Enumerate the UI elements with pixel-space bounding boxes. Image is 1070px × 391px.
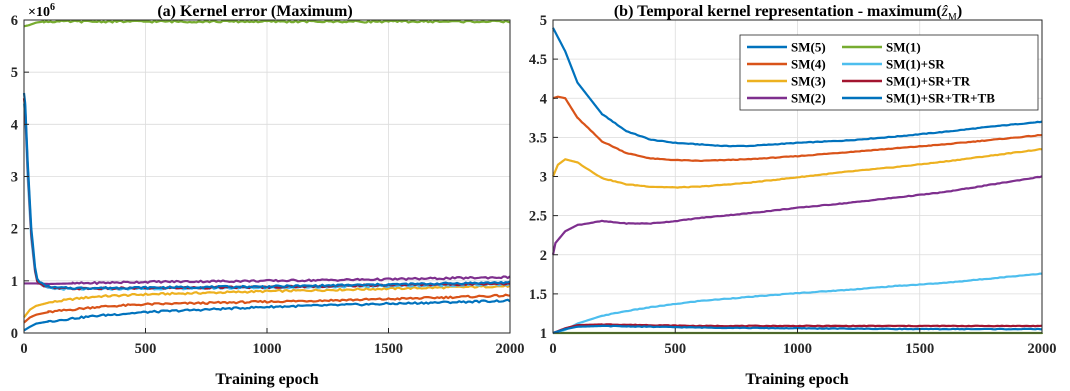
a-x-tick-label: 500 xyxy=(135,341,157,357)
b-y-tick-label: 1 xyxy=(540,326,547,342)
legend-item: SM(3) xyxy=(747,74,826,89)
a-y-tick-label: 6 xyxy=(11,13,18,29)
legend-label: SM(1) xyxy=(886,40,921,55)
a-series-line xyxy=(23,293,511,324)
legend-label: SM(1)+SR xyxy=(886,57,945,72)
a-y-tick-label: 4 xyxy=(11,117,18,133)
panel-b-x-label: Training epoch xyxy=(745,371,848,388)
b-series-line xyxy=(552,95,1043,163)
panel-b: (b) Temporal kernel representation - max… xyxy=(529,3,1057,388)
b-series-line xyxy=(552,324,1043,335)
panel-b-title-text: (b) Temporal kernel representation - max… xyxy=(614,3,942,20)
b-y-tick-label: 2.5 xyxy=(529,209,547,225)
b-x-tick-label: 1000 xyxy=(783,341,812,357)
b-y-tick-label: 4.5 xyxy=(529,52,547,68)
b-y-tick-label: 3 xyxy=(540,170,547,186)
panel-a-y-multiplier-base: ×10 xyxy=(28,5,50,20)
legend-label: SM(2) xyxy=(791,91,826,106)
a-series-line xyxy=(23,284,511,319)
panel-a-title: (a) Kernel error (Maximum) xyxy=(157,3,352,20)
panel-b-title-math: ẑ xyxy=(941,3,949,20)
legend-item: SM(1)+SR+TR xyxy=(842,74,971,89)
legend-item: SM(5) xyxy=(747,40,826,55)
legend-label: SM(3) xyxy=(791,74,826,89)
a-series-line xyxy=(22,92,511,291)
b-y-tick-label: 2 xyxy=(540,248,547,264)
legend-item: SM(1)+SR+TR+TB xyxy=(842,91,995,106)
panel-b-legend: SM(5) SM(4) SM(3) SM(2) SM(1) SM(1)+SR SM(1)+S… xyxy=(739,34,1039,111)
legend-label: SM(1)+SR+TR xyxy=(886,74,971,89)
legend-item: SM(1)+SR xyxy=(842,57,945,72)
legend-box xyxy=(739,34,1039,111)
b-x-tick-label: 1500 xyxy=(905,341,934,357)
b-x-tick-label: 2000 xyxy=(1028,341,1057,357)
a-x-tick-label: 0 xyxy=(20,341,27,357)
panel-a: (a) Kernel error (Maximum) ×106 0 500 1000… xyxy=(11,2,525,388)
a-x-tick-label: 1000 xyxy=(253,341,282,357)
a-y-tick-label: 5 xyxy=(11,65,18,81)
b-y-tick-label: 1.5 xyxy=(529,287,547,303)
a-series-line xyxy=(24,275,511,286)
panel-a-x-label: Training epoch xyxy=(215,371,318,388)
b-series-line xyxy=(552,323,1043,335)
b-y-tick-label: 3.5 xyxy=(529,130,547,146)
legend-item: SM(1) xyxy=(842,40,921,55)
legend-item: SM(2) xyxy=(747,91,826,106)
legend-item: SM(4) xyxy=(747,57,826,72)
panel-b-title: (b) Temporal kernel representation - max… xyxy=(614,3,962,23)
a-series-line xyxy=(23,298,511,332)
panel-a-y-multiplier: ×106 xyxy=(28,2,55,20)
a-x-tick-label: 1500 xyxy=(374,341,403,357)
b-x-tick-label: 500 xyxy=(664,341,686,357)
a-y-tick-label: 2 xyxy=(11,222,18,238)
a-x-tick-label: 2000 xyxy=(496,341,525,357)
b-series-line xyxy=(552,272,1043,335)
legend-label: SM(4) xyxy=(791,57,826,72)
b-y-tick-label: 5 xyxy=(540,13,547,29)
panel-a-y-multiplier-exp: 6 xyxy=(50,2,55,13)
panel-a-lines xyxy=(22,19,511,332)
a-y-tick-label: 0 xyxy=(11,326,18,342)
legend-label: SM(1)+SR+TR+TB xyxy=(886,91,995,106)
panel-a-ticks: 0 500 1000 1500 2000 0 1 2 3 4 5 6 xyxy=(11,13,525,357)
b-series-line xyxy=(552,27,1043,148)
panel-b-title-sub: M xyxy=(948,12,957,23)
b-series-line xyxy=(551,147,1043,189)
legend-label: SM(5) xyxy=(791,40,826,55)
b-x-tick-label: 0 xyxy=(549,341,556,357)
panel-b-ticks: 0 500 1000 1500 2000 1 1.5 2 2.5 3 3.5 4 4.5 5 xyxy=(529,13,1057,357)
a-y-tick-label: 3 xyxy=(11,170,18,186)
a-y-tick-label: 1 xyxy=(11,274,18,290)
b-series-line xyxy=(551,175,1043,255)
a-series-line xyxy=(23,19,511,28)
panel-b-title-end: ) xyxy=(957,3,962,20)
b-y-tick-label: 4 xyxy=(540,91,547,107)
panel-b-lines xyxy=(551,27,1044,335)
